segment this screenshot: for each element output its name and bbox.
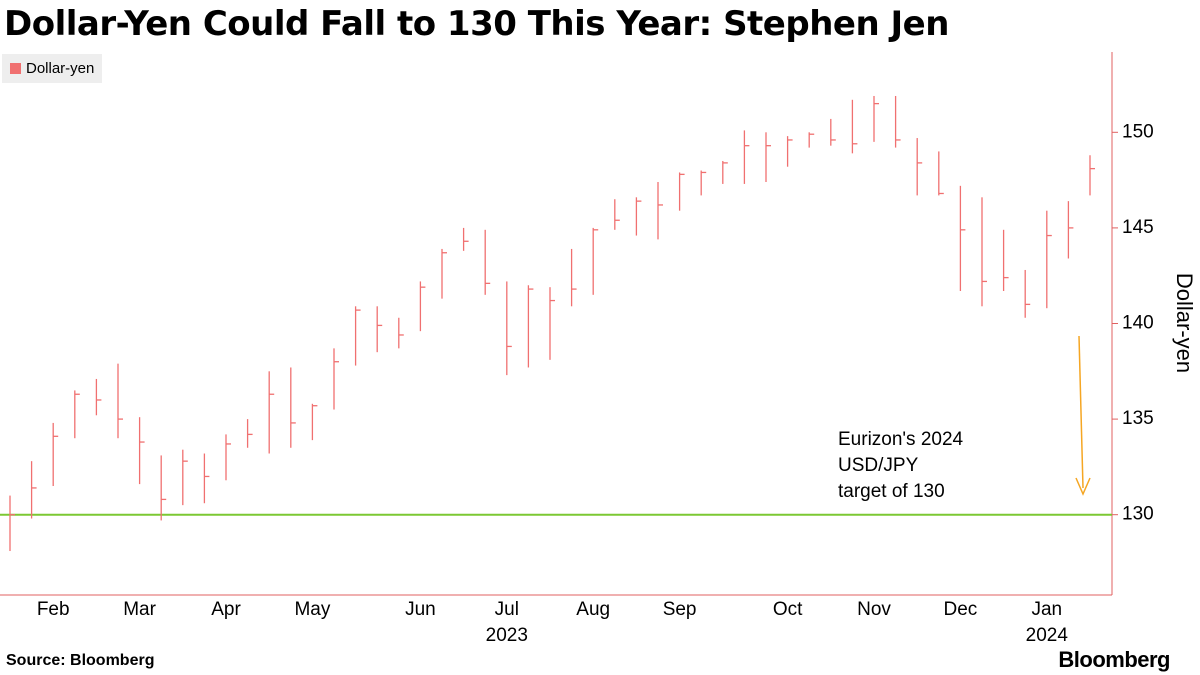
x-tick-label: Jun [405,599,436,620]
legend-label: Dollar-yen [26,60,95,77]
arrow-head [1075,477,1091,496]
chart-title: Dollar-Yen Could Fall to 130 This Year: … [4,4,949,44]
y-tick-label: 145 [1122,217,1154,238]
x-tick-label: Jul 2023 [485,599,528,646]
x-tick-label: Aug [576,599,611,620]
source: Source: Bloomberg [6,652,155,669]
y-tick-label: 150 [1122,121,1154,142]
x-tick-label: Dec [943,599,978,620]
legend: Dollar-yen [2,54,103,83]
y-axis-label: Dollar-yen [1172,273,1197,373]
x-tick-label: Oct [772,599,803,620]
x-tick-label: Feb [36,599,70,620]
y-tick-label: 140 [1122,313,1154,334]
x-tick-label: Nov [857,599,891,620]
x-tick-label: Mar [123,599,156,620]
x-tick-label: Apr [211,599,241,620]
x-tick-label: May [294,599,331,620]
arrow [1078,335,1084,489]
y-tick-label: 130 [1122,504,1154,525]
x-tick-label: Sep [662,599,697,620]
y-tick-label: 135 [1122,408,1154,429]
brand: Bloomberg [1058,647,1170,672]
annotation: Eurizon's 2024 USD/JPY target of 130 [838,429,964,502]
x-tick-label: Jan 2024 [1025,599,1068,646]
legend-swatch [10,63,21,74]
